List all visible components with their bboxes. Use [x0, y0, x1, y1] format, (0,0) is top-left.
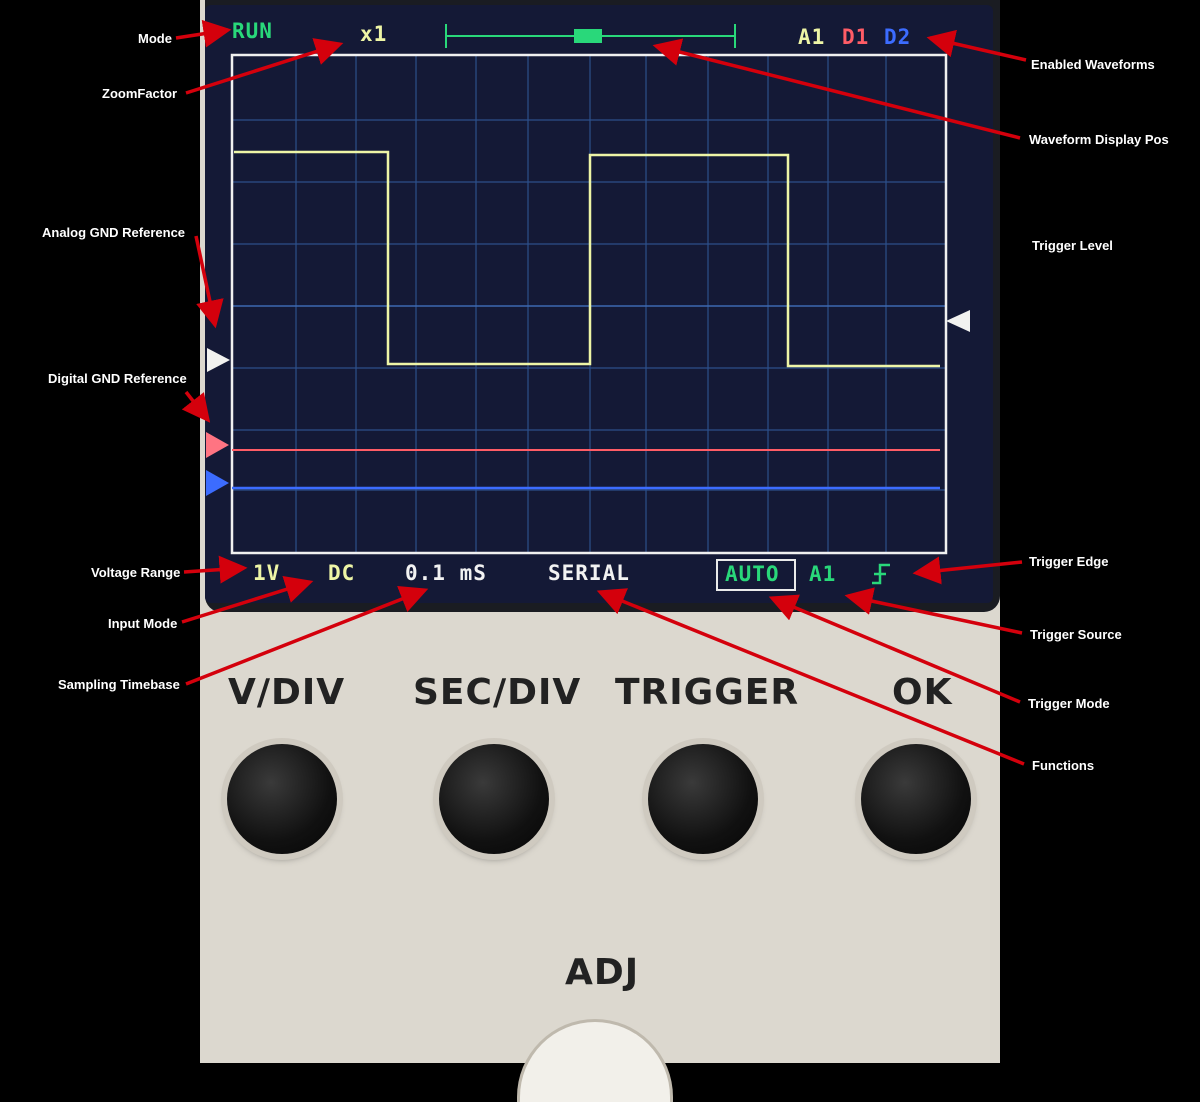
annotation-functions: Functions: [1032, 758, 1095, 773]
trigger-mode-box: [716, 559, 796, 591]
mode-indicator: RUN: [232, 19, 273, 43]
voltage-range: 1V: [253, 561, 281, 585]
annotation-input-mode: Input Mode: [108, 616, 178, 631]
ok-label: OK: [892, 672, 953, 713]
annotation-enabled-waveforms: Enabled Waveforms: [1031, 57, 1155, 72]
adj-label: ADJ: [565, 952, 640, 993]
input-mode: DC: [328, 561, 356, 585]
waveform-d1-label: D1: [842, 25, 870, 49]
trigger-mode: AUTO: [725, 562, 780, 586]
annotation-zoom-factor: ZoomFactor: [102, 86, 178, 101]
annotation-analog-gnd: Analog GND Reference: [42, 225, 186, 240]
trigger-button[interactable]: [648, 744, 758, 854]
annotation-trigger-mode: Trigger Mode: [1028, 696, 1110, 711]
trigger-source: A1: [809, 562, 837, 586]
annotation-waveform-display-pos: Waveform Display Pos: [1029, 132, 1169, 147]
function-label: SERIAL: [548, 561, 630, 585]
zoom-factor: x1: [360, 22, 388, 46]
annotation-mode: Mode: [138, 31, 172, 46]
trigger-label: TRIGGER: [615, 672, 800, 713]
annotation-digital-gnd: Digital GND Reference: [48, 371, 187, 386]
annotation-voltage-range: Voltage Range: [91, 565, 181, 580]
lcd-screen: [205, 5, 993, 603]
annotation-trigger-edge: Trigger Edge: [1029, 554, 1109, 569]
annotation-trigger-source: Trigger Source: [1030, 627, 1122, 642]
waveform-a1-label: A1: [798, 25, 826, 49]
secdiv-label: SEC/DIV: [413, 672, 582, 713]
sampling-timebase: 0.1 mS: [405, 561, 487, 585]
annotation-sampling-timebase: Sampling Timebase: [58, 677, 180, 692]
annotation-trigger-level: Trigger Level: [1032, 238, 1113, 253]
secdiv-button[interactable]: [439, 744, 549, 854]
ok-button[interactable]: [861, 744, 971, 854]
vdiv-button[interactable]: [227, 744, 337, 854]
waveform-d2-label: D2: [884, 25, 912, 49]
vdiv-label: V/DIV: [228, 672, 346, 713]
